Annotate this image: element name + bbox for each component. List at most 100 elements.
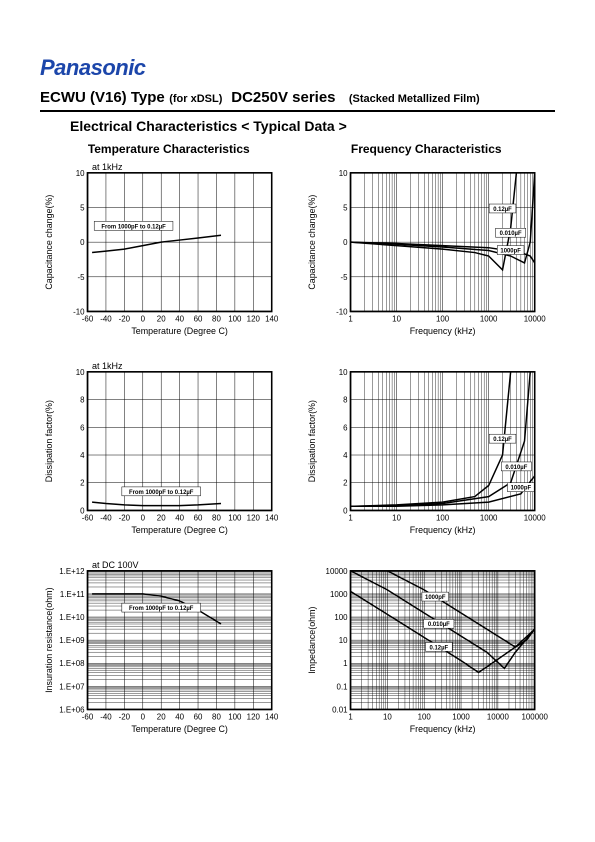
- chart-imp_freq: 1101001000100001000000.010.1110100100010…: [303, 558, 556, 753]
- svg-text:0.010µF: 0.010µF: [499, 231, 521, 237]
- svg-text:0.010µF: 0.010µF: [427, 622, 449, 628]
- svg-text:6: 6: [80, 423, 85, 432]
- svg-text:1: 1: [348, 712, 353, 721]
- svg-text:0.01: 0.01: [332, 705, 348, 714]
- svg-text:1.E+07: 1.E+07: [59, 682, 84, 691]
- svg-text:0.010µF: 0.010µF: [505, 465, 527, 471]
- svg-text:8: 8: [343, 396, 348, 405]
- svg-text:4: 4: [80, 451, 85, 460]
- svg-text:120: 120: [247, 314, 261, 323]
- svg-text:0: 0: [343, 238, 348, 247]
- brand-logo: Panasonic: [40, 55, 555, 81]
- title-sub-1: (for xDSL): [169, 93, 222, 105]
- svg-text:0: 0: [141, 513, 146, 522]
- left-section-header: Temperature Characteristics: [40, 142, 298, 156]
- svg-text:-20: -20: [119, 712, 131, 721]
- svg-text:1: 1: [348, 314, 353, 323]
- svg-text:0.12µF: 0.12µF: [429, 645, 448, 651]
- svg-text:140: 140: [265, 712, 279, 721]
- svg-text:-10: -10: [73, 307, 85, 316]
- svg-text:0: 0: [80, 238, 85, 247]
- chart-cap_temp: at 1kHz-60-40-20020406080100120140-10-50…: [40, 160, 293, 355]
- charts-grid: at 1kHz-60-40-20020406080100120140-10-50…: [40, 160, 555, 753]
- svg-text:From 1000pF to 0.12µF: From 1000pF to 0.12µF: [129, 490, 194, 496]
- svg-text:60: 60: [194, 314, 203, 323]
- svg-text:10: 10: [392, 513, 401, 522]
- svg-text:-5: -5: [78, 273, 86, 282]
- svg-text:Frequency (kHz): Frequency (kHz): [409, 525, 475, 535]
- svg-text:80: 80: [212, 314, 221, 323]
- svg-text:20: 20: [157, 513, 166, 522]
- svg-text:0: 0: [343, 506, 348, 515]
- svg-text:10000: 10000: [523, 314, 546, 323]
- svg-text:Capacitance change(%): Capacitance change(%): [44, 195, 54, 290]
- svg-text:1000pF: 1000pF: [425, 595, 446, 601]
- svg-text:1000: 1000: [452, 712, 470, 721]
- svg-text:10000: 10000: [486, 712, 509, 721]
- svg-text:80: 80: [212, 712, 221, 721]
- title-bar: ECWU (V16) Type (for xDSL) DC250V series…: [40, 89, 555, 112]
- svg-text:10000: 10000: [325, 567, 348, 576]
- svg-text:Temperature (Degree C): Temperature (Degree C): [131, 525, 228, 535]
- svg-text:1000: 1000: [479, 513, 497, 522]
- svg-text:0: 0: [141, 712, 146, 721]
- svg-text:140: 140: [265, 314, 279, 323]
- svg-text:10: 10: [76, 368, 85, 377]
- svg-text:10: 10: [338, 368, 347, 377]
- svg-text:1.E+06: 1.E+06: [59, 705, 85, 714]
- svg-text:0: 0: [80, 506, 85, 515]
- svg-text:Frequency (kHz): Frequency (kHz): [409, 724, 475, 734]
- chart-df_freq: 11010010001000002468100.12µF0.010µF1000p…: [303, 359, 556, 554]
- svg-text:1000: 1000: [329, 590, 347, 599]
- svg-text:10: 10: [392, 314, 401, 323]
- svg-text:100: 100: [417, 712, 431, 721]
- svg-text:40: 40: [175, 513, 184, 522]
- svg-text:4: 4: [343, 451, 348, 460]
- svg-text:10: 10: [338, 636, 347, 645]
- svg-text:140: 140: [265, 513, 279, 522]
- svg-text:60: 60: [194, 712, 203, 721]
- svg-text:1000pF: 1000pF: [500, 249, 521, 255]
- svg-text:-20: -20: [119, 314, 131, 323]
- svg-text:-40: -40: [100, 712, 112, 721]
- svg-text:2: 2: [343, 479, 347, 488]
- svg-text:Dissipation factor(%): Dissipation factor(%): [44, 400, 54, 482]
- svg-text:Capacitance change(%): Capacitance change(%): [306, 195, 316, 290]
- svg-text:10: 10: [338, 169, 347, 178]
- right-section-header: Frequency Characteristics: [298, 142, 556, 156]
- chart-note: at 1kHz: [92, 361, 123, 371]
- section-headers: Temperature Characteristics Frequency Ch…: [40, 142, 555, 156]
- svg-text:100: 100: [334, 613, 348, 622]
- svg-text:10: 10: [382, 712, 391, 721]
- svg-text:0.1: 0.1: [336, 682, 348, 691]
- svg-text:Impedance(ohm): Impedance(ohm): [306, 606, 316, 673]
- svg-text:1.E+09: 1.E+09: [59, 636, 85, 645]
- svg-text:-5: -5: [340, 273, 348, 282]
- svg-text:100: 100: [436, 314, 450, 323]
- subtitle: Electrical Characteristics < Typical Dat…: [70, 118, 555, 134]
- svg-text:100: 100: [436, 513, 450, 522]
- svg-text:1.E+11: 1.E+11: [60, 590, 85, 599]
- svg-text:80: 80: [212, 513, 221, 522]
- svg-text:100: 100: [228, 314, 242, 323]
- svg-text:0: 0: [141, 314, 146, 323]
- svg-text:120: 120: [247, 712, 261, 721]
- svg-text:2: 2: [80, 479, 84, 488]
- svg-text:20: 20: [157, 712, 166, 721]
- svg-text:40: 40: [175, 712, 184, 721]
- chart-ir_temp: at DC 100V-60-40-200204060801001201401.E…: [40, 558, 293, 753]
- svg-text:100: 100: [228, 712, 242, 721]
- svg-text:5: 5: [80, 203, 85, 212]
- svg-text:20: 20: [157, 314, 166, 323]
- chart-note: at DC 100V: [92, 560, 139, 570]
- svg-text:1000pF: 1000pF: [510, 486, 531, 492]
- title-sub-2: (Stacked Metallized Film): [349, 93, 480, 105]
- svg-text:6: 6: [343, 423, 348, 432]
- svg-text:Insuration resistance(ohm): Insuration resistance(ohm): [44, 587, 54, 692]
- title-main-2: DC250V series: [231, 89, 335, 106]
- svg-text:1: 1: [348, 513, 353, 522]
- svg-text:10000: 10000: [523, 513, 546, 522]
- svg-text:120: 120: [247, 513, 261, 522]
- svg-text:Temperature (Degree C): Temperature (Degree C): [131, 724, 228, 734]
- svg-text:0.12µF: 0.12µF: [493, 207, 512, 213]
